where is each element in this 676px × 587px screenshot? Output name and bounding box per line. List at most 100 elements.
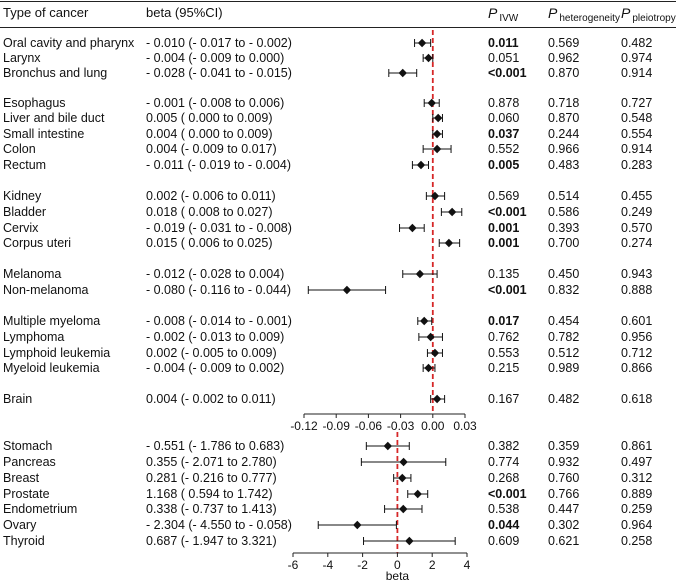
row-cancer-type: Larynx (3, 51, 41, 65)
row-cancer-type: Stomach (3, 439, 53, 453)
row-p-pleiotropy: 0.601 (621, 314, 653, 328)
row-p-pleiotropy: 0.727 (621, 96, 653, 110)
row-beta-ci: 0.355 (- 2.071 to 2.780) (146, 455, 277, 469)
point-estimate-diamond (444, 238, 454, 248)
row-cancer-type: Bronchus and lung (3, 66, 108, 80)
row-p-ivw: <0.001 (488, 66, 527, 80)
row-beta-ci: 0.015 ( 0.006 to 0.025) (146, 236, 273, 250)
row-cancer-type: Melanoma (3, 267, 62, 281)
row-p-ivw: 0.060 (488, 111, 520, 125)
row-p-pleiotropy: 0.889 (621, 487, 653, 501)
row-p-heterogeneity: 0.454 (548, 314, 580, 328)
row-beta-ci: 0.002 (- 0.005 to 0.009) (146, 346, 277, 360)
row-cancer-type: Thyroid (3, 534, 45, 548)
header-beta-ci: beta (95%CI) (146, 5, 223, 20)
x-tick-label: 2 (429, 558, 436, 572)
row-p-pleiotropy: 0.274 (621, 236, 653, 250)
row-p-pleiotropy: 0.943 (621, 267, 653, 281)
row-p-heterogeneity: 0.782 (548, 330, 580, 344)
row-p-ivw: 0.569 (488, 189, 520, 203)
row-p-heterogeneity: 0.621 (548, 534, 580, 548)
x-tick-label: -0.12 (290, 419, 318, 433)
row-p-heterogeneity: 0.966 (548, 142, 580, 156)
point-estimate-diamond (432, 129, 442, 139)
point-estimate-diamond (447, 207, 457, 217)
row-p-heterogeneity: 0.244 (548, 127, 580, 141)
row-cancer-type: Non-melanoma (3, 283, 89, 297)
row-p-heterogeneity: 0.447 (548, 502, 580, 516)
row-p-ivw: <0.001 (488, 205, 527, 219)
row-cancer-type: Multiple myeloma (3, 314, 101, 328)
x-tick-label: 4 (464, 558, 471, 572)
row-beta-ci: - 0.019 (- 0.031 to - 0.008) (146, 221, 292, 235)
row-beta-ci: 0.004 (- 0.009 to 0.017) (146, 142, 277, 156)
row-cancer-type: Small intestine (3, 127, 85, 141)
row-cancer-type: Prostate (3, 487, 50, 501)
row-beta-ci: 0.687 (- 1.947 to 3.321) (146, 534, 277, 548)
row-cancer-type: Kidney (3, 189, 42, 203)
point-estimate-diamond (353, 520, 362, 530)
row-p-heterogeneity: 0.962 (548, 51, 580, 65)
row-beta-ci: 0.005 ( 0.000 to 0.009) (146, 111, 273, 125)
row-beta-ci: - 0.001 (- 0.008 to 0.006) (146, 96, 285, 110)
row-cancer-type: Oral cavity and pharynx (3, 36, 135, 50)
row-p-heterogeneity: 0.514 (548, 189, 580, 203)
row-p-ivw: 0.552 (488, 142, 520, 156)
x-tick-label: -0.06 (355, 419, 383, 433)
row-cancer-type: Liver and bile duct (3, 111, 105, 125)
row-beta-ci: 0.004 ( 0.000 to 0.009) (146, 127, 273, 141)
point-estimate-diamond (398, 68, 407, 78)
row-p-pleiotropy: 0.249 (621, 205, 653, 219)
row-p-heterogeneity: 0.393 (548, 221, 580, 235)
row-p-ivw: 0.878 (488, 96, 520, 110)
point-estimate-diamond (342, 285, 352, 295)
row-beta-ci: - 0.002 (- 0.013 to 0.009) (146, 330, 285, 344)
point-estimate-diamond (430, 191, 440, 201)
row-beta-ci: - 2.304 (- 4.550 to - 0.058) (146, 518, 292, 532)
row-beta-ci: - 0.010 (- 0.017 to - 0.002) (146, 36, 292, 50)
row-p-pleiotropy: 0.482 (621, 36, 653, 50)
row-p-heterogeneity: 0.359 (548, 439, 580, 453)
x-tick-label: -6 (288, 558, 299, 572)
row-p-ivw: 0.017 (488, 314, 520, 328)
row-p-ivw: 0.268 (488, 471, 520, 485)
row-p-heterogeneity: 0.989 (548, 361, 580, 375)
row-p-pleiotropy: 0.259 (621, 502, 653, 516)
point-estimate-diamond (413, 489, 422, 499)
x-tick-label: -0.03 (387, 419, 415, 433)
header-type-of-cancer: Type of cancer (3, 5, 89, 20)
row-beta-ci: 0.018 ( 0.008 to 0.027) (146, 205, 273, 219)
row-p-pleiotropy: 0.888 (621, 283, 653, 297)
row-cancer-type: Esophagus (3, 96, 66, 110)
row-p-heterogeneity: 0.302 (548, 518, 580, 532)
point-estimate-diamond (416, 160, 426, 170)
row-cancer-type: Lymphoid leukemia (3, 346, 111, 360)
row-p-ivw: 0.215 (488, 361, 520, 375)
row-p-ivw: 0.011 (488, 36, 519, 50)
row-p-heterogeneity: 0.870 (548, 66, 580, 80)
row-cancer-type: Lymphoma (3, 330, 65, 344)
row-beta-ci: - 0.012 (- 0.028 to 0.004) (146, 267, 285, 281)
row-p-heterogeneity: 0.450 (548, 267, 580, 281)
row-p-pleiotropy: 0.548 (621, 111, 653, 125)
row-cancer-type: Endometrium (3, 502, 78, 516)
row-p-ivw: <0.001 (488, 283, 527, 297)
row-p-heterogeneity: 0.512 (548, 346, 580, 360)
row-p-pleiotropy: 0.914 (621, 66, 653, 80)
row-p-ivw: 0.774 (488, 455, 520, 469)
row-p-heterogeneity: 0.832 (548, 283, 580, 297)
row-cancer-type: Ovary (3, 518, 37, 532)
row-p-ivw: 0.001 (488, 236, 520, 250)
row-p-pleiotropy: 0.861 (621, 439, 653, 453)
point-estimate-diamond (383, 441, 393, 451)
row-p-ivw: 0.005 (488, 158, 520, 172)
row-p-ivw: 0.553 (488, 346, 520, 360)
point-estimate-diamond (432, 394, 442, 404)
point-estimate-diamond (417, 38, 427, 48)
row-p-heterogeneity: 0.586 (548, 205, 580, 219)
row-beta-ci: 0.338 (- 0.737 to 1.413) (146, 502, 277, 516)
point-estimate-diamond (399, 504, 408, 514)
row-p-ivw: 0.135 (488, 267, 520, 281)
row-cancer-type: Corpus uteri (3, 236, 72, 250)
row-p-ivw: <0.001 (488, 487, 527, 501)
